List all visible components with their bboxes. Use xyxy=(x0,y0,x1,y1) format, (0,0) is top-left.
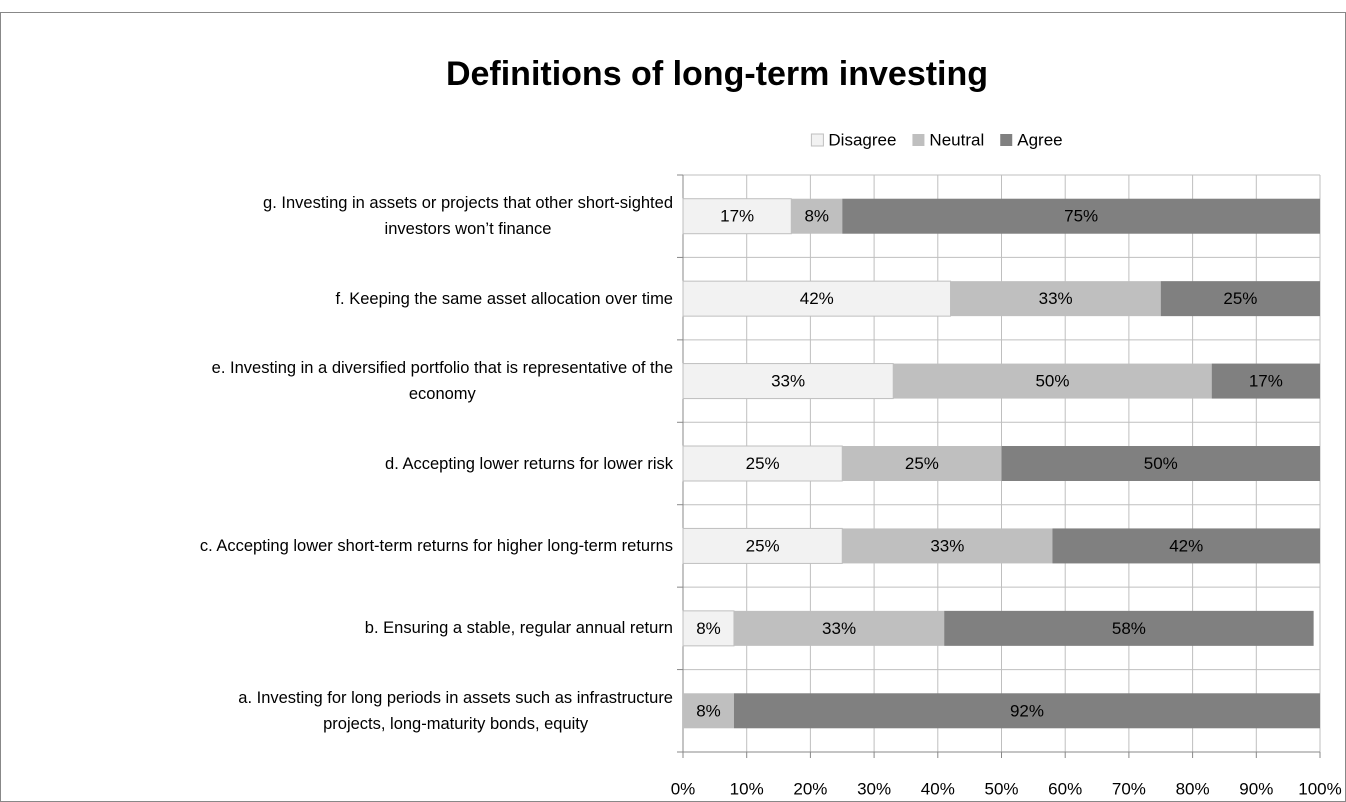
bar-segment xyxy=(893,363,1212,399)
x-tick-label: 20% xyxy=(793,779,827,798)
data-label: 33% xyxy=(771,372,805,391)
data-label: 25% xyxy=(746,536,780,555)
bar-segment xyxy=(682,363,894,400)
y-tick-label: c. Accepting lower short-term returns fo… xyxy=(199,536,673,555)
bar-segment xyxy=(842,198,1320,234)
bar-segment xyxy=(944,610,1314,646)
x-tick-label: 40% xyxy=(921,779,955,798)
x-tick-label: 50% xyxy=(984,779,1018,798)
data-label: 8% xyxy=(804,207,829,226)
data-label: 25% xyxy=(1223,289,1257,308)
x-tick-label: 10% xyxy=(730,779,764,798)
y-tick-label: f. Keeping the same asset allocation ove… xyxy=(335,289,673,308)
chart-title: Definitions of long-term investing xyxy=(446,55,988,93)
data-label: 8% xyxy=(696,619,721,638)
data-label: 25% xyxy=(905,454,939,473)
data-label: 8% xyxy=(696,701,721,720)
x-tick-label: 100% xyxy=(1298,779,1341,798)
legend-label: Neutral xyxy=(929,130,984,149)
data-label: 50% xyxy=(1035,372,1069,391)
bar-segment xyxy=(682,198,792,235)
data-label: 33% xyxy=(930,536,964,555)
legend-swatch xyxy=(810,133,824,147)
data-label: 42% xyxy=(800,289,834,308)
chart-border xyxy=(0,12,1346,802)
legend-label: Disagree xyxy=(828,130,896,149)
x-tick-label: 90% xyxy=(1239,779,1273,798)
data-label: 33% xyxy=(822,619,856,638)
bar-segment xyxy=(1160,281,1320,317)
data-label: 42% xyxy=(1169,536,1203,555)
bar-segment xyxy=(842,446,1002,481)
data-label: 50% xyxy=(1144,454,1178,473)
bar-segment xyxy=(950,281,1161,317)
legend-swatch xyxy=(1000,134,1013,146)
data-label: 17% xyxy=(720,207,754,226)
data-label: 17% xyxy=(1249,372,1283,391)
data-label: 92% xyxy=(1010,701,1044,720)
y-tick-label: e. Investing in a diversified portfolio … xyxy=(211,359,673,404)
data-label: 25% xyxy=(746,454,780,473)
legend-swatch xyxy=(912,134,925,146)
y-tick-label: d. Accepting lower returns for lower ris… xyxy=(385,454,673,473)
data-label: 75% xyxy=(1064,207,1098,226)
data-label: 33% xyxy=(1039,289,1073,308)
x-tick-label: 30% xyxy=(857,779,891,798)
x-tick-label: 80% xyxy=(1176,779,1210,798)
bar-segment xyxy=(1052,528,1320,564)
bar-segment xyxy=(682,527,843,564)
data-label: 58% xyxy=(1112,619,1146,638)
x-tick-label: 0% xyxy=(671,779,696,798)
y-tick-label: b. Ensuring a stable, regular annual ret… xyxy=(364,619,673,638)
bar-segment xyxy=(683,693,734,729)
bar-segment xyxy=(682,280,952,317)
legend-label: Agree xyxy=(1017,130,1062,149)
bar-segment xyxy=(1211,363,1320,399)
bar-segment xyxy=(791,198,843,234)
bar-segment xyxy=(733,610,945,646)
bar-segment xyxy=(733,693,1320,729)
y-tick-label: g. Investing in assets or projects that … xyxy=(263,194,673,239)
x-tick-label: 60% xyxy=(1048,779,1082,798)
bar-segment xyxy=(842,528,1053,564)
x-tick-label: 70% xyxy=(1112,779,1146,798)
bar-segment xyxy=(1001,446,1320,481)
y-tick-label: a. Investing for long periods in assets … xyxy=(238,688,673,733)
